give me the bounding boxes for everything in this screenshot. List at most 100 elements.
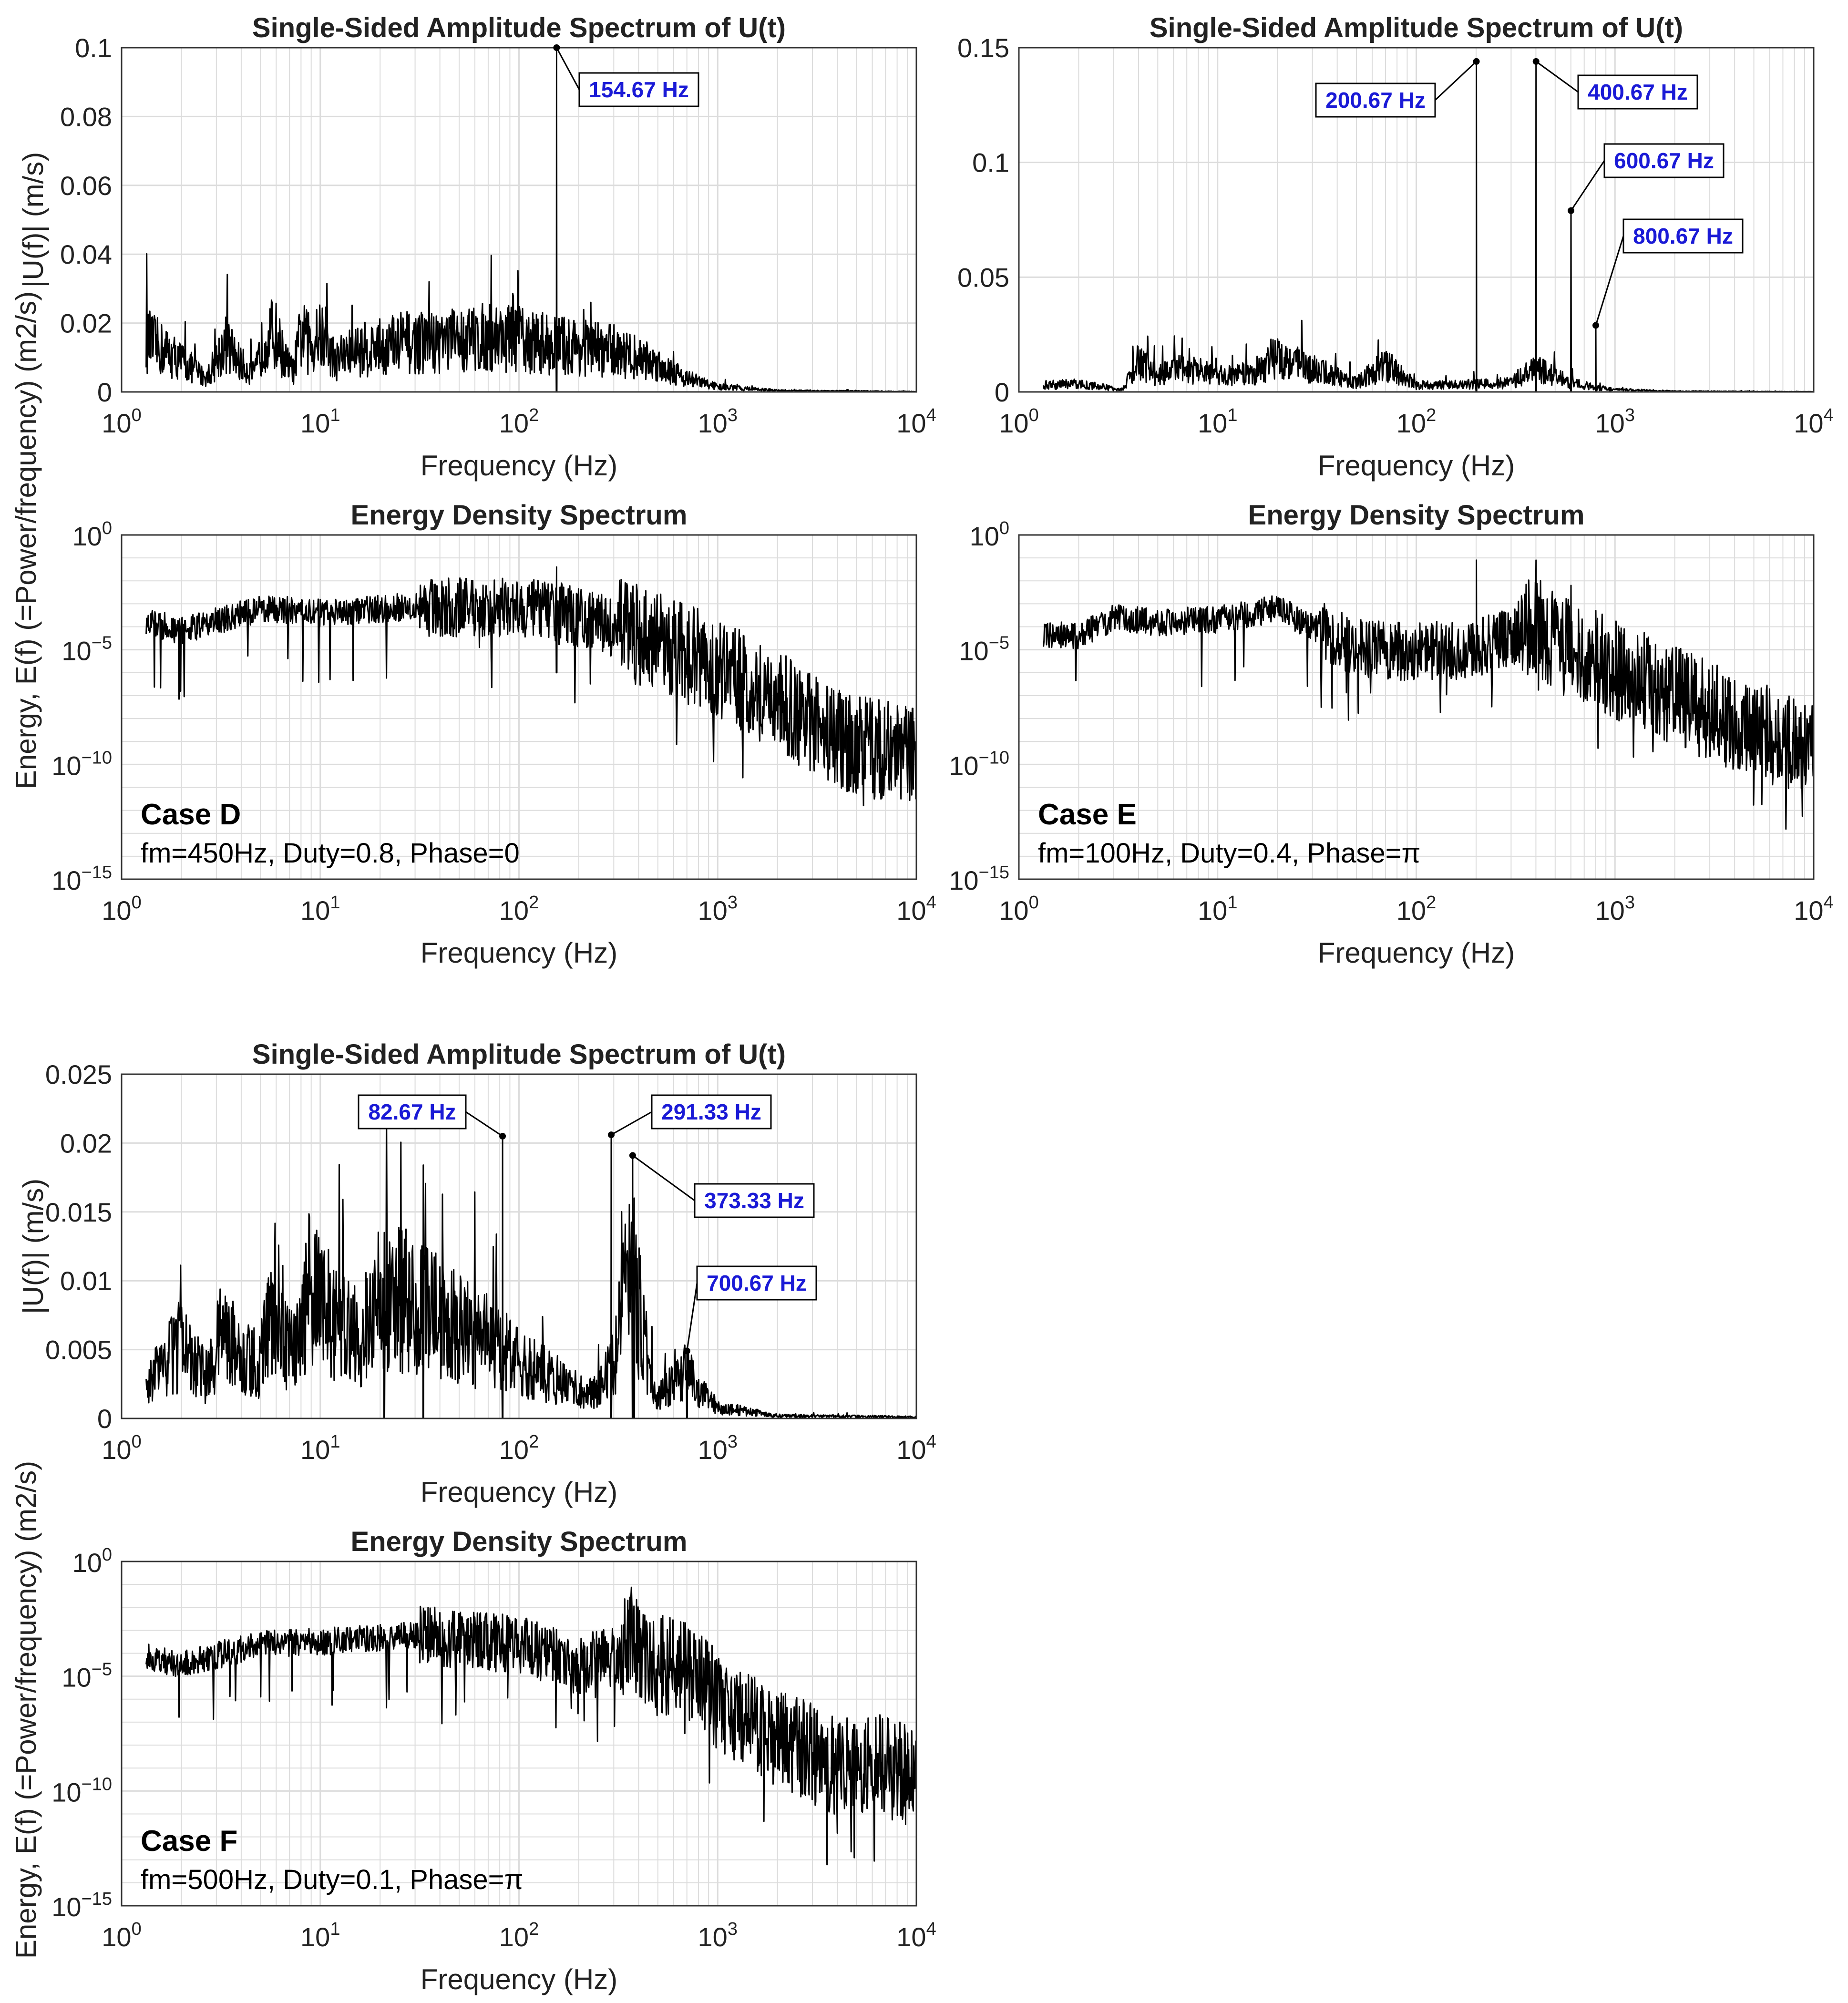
x-tick-label: 104 [896, 1432, 936, 1465]
axes-box [1018, 534, 1815, 880]
annotation-label: 700.67 Hz [707, 1271, 807, 1295]
x-axis-label: Frequency (Hz) [421, 450, 617, 482]
y-tick-label: 100 [72, 518, 112, 551]
peak-annotation: 600.67 Hz [1567, 143, 1725, 214]
x-tick-label: 104 [896, 1919, 936, 1952]
case-info: fm=450Hz, Duty=0.8, Phase=0 [141, 838, 520, 869]
y-axis-label: Energy, E(f) (=Power/frequency) (m2/s) [10, 291, 42, 789]
y-tick-label: 0.02 [60, 308, 112, 339]
y-tick-label: 0.04 [60, 239, 112, 269]
x-tick-label: 103 [698, 405, 738, 438]
peak-marker [683, 1347, 690, 1355]
y-tick-label: 0.08 [60, 102, 112, 132]
y-tick-label: 0 [97, 1404, 112, 1434]
y-tick-label: 100 [72, 1545, 112, 1578]
y-tick-label: 0.005 [45, 1335, 112, 1365]
x-axis-label: Frequency (Hz) [1318, 450, 1515, 482]
y-axis-label: Energy, E(f) (=Power/frequency) (m2/s) [10, 1461, 42, 1959]
series-line [145, 566, 916, 807]
axes-box [121, 1561, 917, 1907]
peak-marker [553, 44, 560, 51]
chart-F-amp: 100 101 102 103 104 0 0.005 0.01 0.015 0.02 0.025 S… [17, 1039, 936, 1508]
peak-marker [1532, 58, 1540, 65]
chart-F-eng: 100 101 102 103 104 10−15 10−10 10−5 100 Energy D… [10, 1461, 936, 1995]
x-tick-label: 104 [1794, 405, 1833, 438]
x-tick-label: 101 [300, 1919, 340, 1952]
peak-annotation: 154.67 Hz [553, 44, 699, 107]
peak-annotation: 700.67 Hz [683, 1265, 817, 1355]
peak-annotation: 400.67 Hz [1532, 58, 1698, 110]
annotation-label: 154.67 Hz [589, 77, 689, 102]
chart-title: Single-Sided Amplitude Spectrum of U(t) [252, 12, 786, 43]
y-tick-label: 10−5 [62, 633, 112, 666]
annotation-box [696, 1265, 817, 1301]
y-tick-label: 0.015 [45, 1197, 112, 1227]
annotation-leader [611, 1111, 652, 1136]
peak-annotation: 200.67 Hz [1315, 58, 1480, 118]
peak-annotation: 291.33 Hz [608, 1094, 772, 1139]
chart-E-eng: 100 101 102 103 104 10−15 10−10 10−5 100 Energy D… [949, 500, 1833, 969]
y-tick-label: 10−5 [62, 1660, 112, 1693]
x-tick-label: 101 [300, 1432, 340, 1465]
x-tick-label: 100 [102, 1432, 141, 1465]
annotation-label: 400.67 Hz [1588, 80, 1688, 104]
peak-marker [608, 1131, 615, 1139]
y-tick-label: 10−5 [959, 633, 1009, 666]
y-tick-label: 0.1 [972, 148, 1009, 178]
y-axis-label: |U(f)| (m/s) [17, 152, 49, 288]
x-tick-label: 102 [499, 405, 539, 438]
chart-E-amp: 100 101 102 103 104 0 0.05 0.1 0.15 Single-Sided … [957, 12, 1834, 482]
chart-title: Energy Density Spectrum [351, 500, 688, 531]
peak-annotation: 800.67 Hz [1592, 218, 1744, 329]
peak-marker [629, 1152, 636, 1159]
series-line [145, 1106, 916, 1418]
y-tick-label: 0 [97, 377, 112, 407]
case-label: Case F [141, 1825, 237, 1858]
case-label: Case D [141, 798, 241, 831]
x-axis-label: Frequency (Hz) [421, 937, 617, 969]
x-tick-label: 100 [999, 405, 1038, 438]
y-tick-label: 0.025 [45, 1059, 112, 1089]
axes-box [121, 534, 917, 880]
x-tick-label: 103 [1595, 893, 1635, 925]
annotation-leader [465, 1111, 503, 1137]
y-tick-label: 10−15 [51, 863, 112, 895]
axes-box [121, 1073, 917, 1419]
chart-title: Single-Sided Amplitude Spectrum of U(t) [1150, 12, 1683, 43]
axes-box [1018, 47, 1815, 393]
annotation-box [358, 1094, 467, 1130]
series-line [145, 48, 916, 392]
x-tick-label: 103 [698, 1919, 738, 1952]
annotation-box [651, 1094, 772, 1130]
annotation-label: 291.33 Hz [661, 1099, 761, 1124]
chart-D-amp: 100 101 102 103 104 0 0.02 0.04 0.06 0.08 0.1 Singl… [17, 12, 936, 482]
y-tick-label: 0.05 [957, 262, 1009, 292]
peak-annotation: 373.33 Hz [629, 1152, 815, 1218]
annotation-label: 82.67 Hz [368, 1099, 456, 1124]
case-info: fm=500Hz, Duty=0.1, Phase=π [141, 1864, 524, 1895]
peak-marker [499, 1132, 506, 1140]
x-tick-label: 100 [999, 893, 1038, 925]
x-tick-label: 101 [300, 405, 340, 438]
chart-D-eng: 100 101 102 103 104 10−15 10−10 10−5 100 Energy D… [10, 291, 936, 969]
y-tick-label: 10−15 [949, 863, 1009, 895]
series-line [145, 1586, 916, 1866]
annotation-leader [1570, 160, 1605, 211]
case-label: Case E [1038, 798, 1137, 831]
y-tick-label: 0 [995, 377, 1009, 407]
x-tick-label: 103 [698, 893, 738, 925]
annotation-label: 600.67 Hz [1614, 148, 1714, 173]
y-tick-label: 10−10 [51, 748, 112, 781]
annotation-leader [632, 1155, 695, 1202]
x-tick-label: 101 [1198, 405, 1237, 438]
x-tick-label: 102 [499, 893, 539, 925]
y-tick-label: 0.06 [60, 171, 112, 201]
peak-annotation: 82.67 Hz [358, 1094, 506, 1140]
y-tick-label: 10−15 [51, 1889, 112, 1922]
annotation-leader [1595, 236, 1624, 326]
annotation-box [1603, 143, 1725, 178]
x-tick-label: 102 [499, 1919, 539, 1952]
x-tick-label: 100 [102, 1919, 141, 1952]
x-tick-label: 102 [1396, 405, 1436, 438]
